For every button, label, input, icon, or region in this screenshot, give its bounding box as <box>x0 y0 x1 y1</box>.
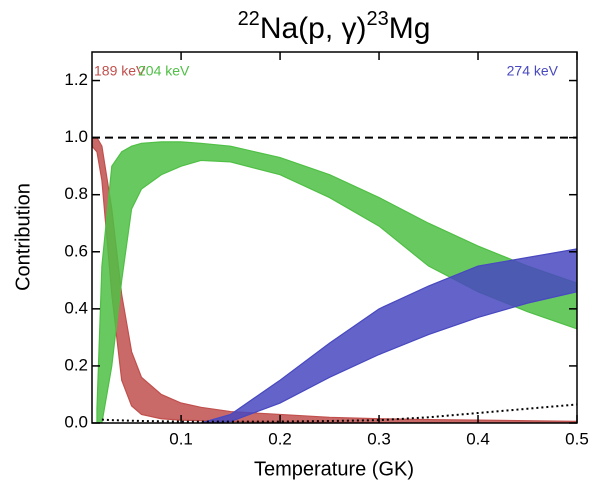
x-tick-label: 0.3 <box>367 429 391 448</box>
x-tick-label: 0.4 <box>466 429 490 448</box>
series-label: 274 keV <box>507 63 559 79</box>
series-label: 204 keV <box>138 63 190 79</box>
y-tick-label: 0.4 <box>64 298 88 317</box>
title-text: Mg <box>389 12 431 45</box>
title-superscript: 23 <box>367 8 389 30</box>
y-tick-label: 0.2 <box>64 355 88 374</box>
title-superscript: 22 <box>238 8 260 30</box>
x-axis-label: Temperature (GK) <box>254 458 414 480</box>
title-text: Na(p, γ) <box>260 12 367 45</box>
y-tick-label: 0.8 <box>64 184 88 203</box>
x-tick-label: 0.2 <box>268 429 292 448</box>
band <box>92 137 577 423</box>
y-tick-label: 1.2 <box>64 70 88 89</box>
total-line <box>101 403 577 423</box>
y-tick-label: 0.0 <box>64 412 88 431</box>
plot-frame <box>91 51 578 424</box>
y-tick-label: 1.0 <box>64 127 88 146</box>
x-tick-label: 0.5 <box>565 429 589 448</box>
plot-area <box>92 136 577 423</box>
y-axis-label: Contribution <box>12 183 34 291</box>
series-label: 189 keV <box>94 63 146 79</box>
x-tick-label: 0.1 <box>169 429 193 448</box>
chart-title: 22Na(p, γ)23Mg <box>238 8 431 45</box>
y-tick-label: 0.6 <box>64 241 88 260</box>
band <box>200 248 577 423</box>
